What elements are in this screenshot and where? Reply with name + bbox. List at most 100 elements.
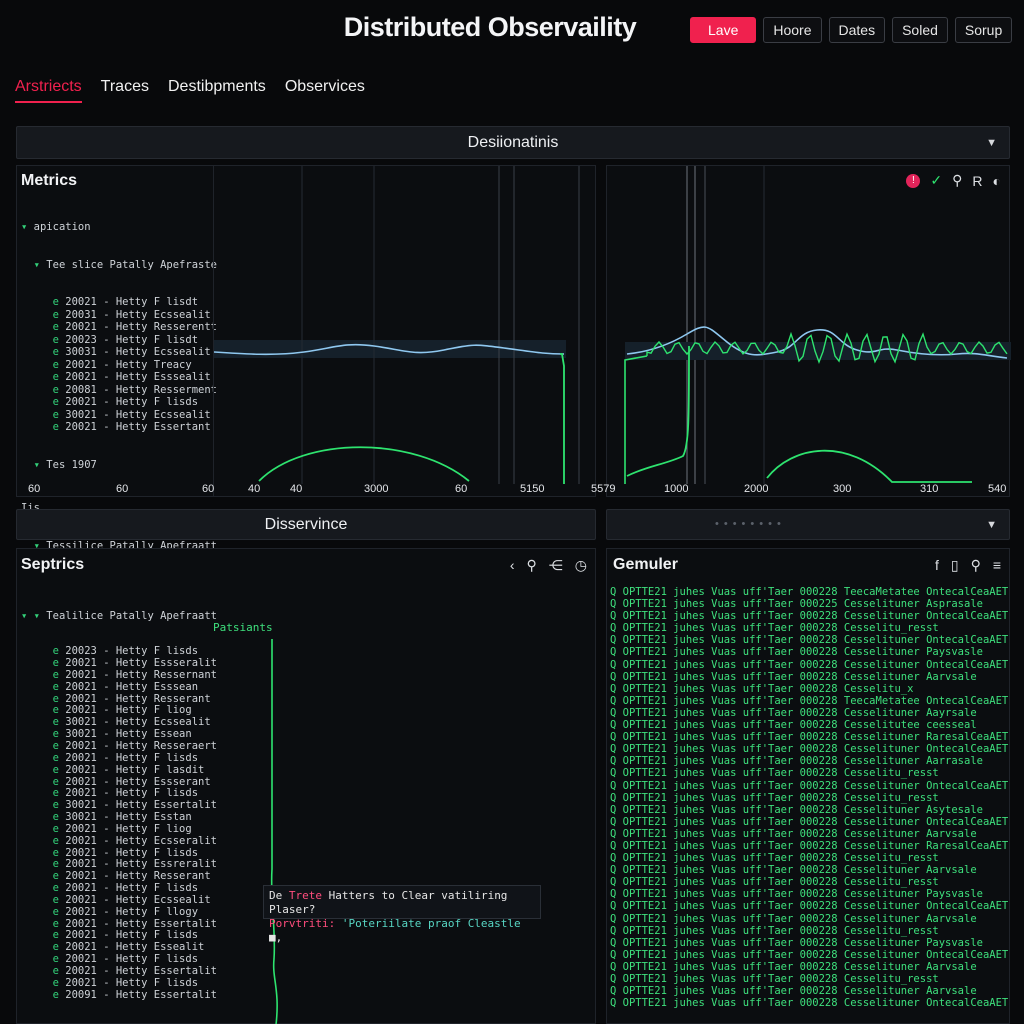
tree-item[interactable]: e 20023 - Hetty F lisds [21,645,199,658]
log-line[interactable]: Q OPTTE21 juhes Vuas uff'Taer 000228 Ces… [610,731,1008,744]
tab-destibpments[interactable]: Destibpments [167,78,266,95]
share-icon[interactable]: ⋲ [548,557,563,573]
log-line[interactable]: Q OPTTE21 juhes Vuas uff'Taer 000228 Ces… [610,658,1008,671]
tree-item[interactable]: ▾ Tes 1907 [21,458,97,471]
log-line[interactable]: Q OPTTE21 juhes Vuas uff'Taer 000228 Ces… [610,839,1008,852]
tree-item[interactable]: e 20021 - Hetty F lisds [21,929,199,942]
tab-arstriects[interactable]: Arstriects [15,78,82,103]
tree-item[interactable]: e 30021 - Hetty Ecssealit [21,408,211,421]
log-line[interactable]: Q OPTTE21 juhes Vuas uff'Taer 000228 Ces… [610,743,1008,756]
log-line[interactable]: Q OPTTE21 juhes Vuas uff'Taer 000228 Ces… [610,622,939,635]
tree-item[interactable]: e 20021 - Hetty Esssean [21,680,199,693]
dates-button[interactable]: Dates [828,17,886,43]
tree-item[interactable]: e 20021 - Hetty Resserant [21,870,211,883]
log-line[interactable]: Q OPTTE21 juhes Vuas uff'Taer 000228 Ces… [610,936,983,949]
tree-item[interactable]: e 20021 - Hetty Ressernant [21,668,217,681]
chevron-down-icon[interactable]: ▼ [986,519,997,531]
log-line[interactable]: Q OPTTE21 juhes Vuas uff'Taer 000228 Ces… [610,973,939,985]
settings-icon[interactable]: ◐ [992,172,1001,189]
log-line[interactable]: Q OPTTE21 juhes Vuas uff'Taer 000228 Ces… [610,670,977,683]
tree-item[interactable]: e 20021 - Hetty F liog [21,704,192,717]
log-line[interactable]: Q OPTTE21 juhes Vuas uff'Taer 000228 Ces… [610,924,939,937]
log-line[interactable]: Q OPTTE21 juhes Vuas uff'Taer 000228 Ces… [610,682,914,695]
tree-item[interactable]: e 20021 - Hetty Resseraert [21,739,217,752]
tree-item[interactable]: e 30021 - Hetty Essertalit [21,799,217,812]
hoore-button[interactable]: Hoore [763,17,822,43]
alert-icon[interactable]: ! [906,173,921,188]
section-bar-middle[interactable]: Disservince [16,509,596,540]
tree-item[interactable]: e 20081 - Hetty Resserment [21,383,217,396]
check-icon[interactable]: ✓ [930,172,943,188]
tree-item[interactable]: e 30021 - Hetty Ecssealit [21,716,211,729]
live-button[interactable]: Lave [690,17,757,43]
tree-item[interactable]: e 30031 - Hetty Ecssealit [21,346,211,358]
tree-item[interactable]: e 20021 - Hetty F lisds [21,846,199,859]
tree-item[interactable]: e 20021 - Hetty F lisdt [21,296,199,308]
section-bar-middle-right[interactable]: •••••••• ▼ [606,509,1010,540]
log-line[interactable]: Q OPTTE21 juhes Vuas uff'Taer 000228 Ces… [610,755,983,768]
log-line[interactable]: Q OPTTE21 juhes Vuas uff'Taer 000228 Ces… [610,852,939,865]
tree-item[interactable]: e 20021 - Hetty Essserant [21,775,211,788]
tree-item[interactable]: e 20023 - Hetty F lisdt [21,333,199,346]
log-line[interactable]: Q OPTTE21 juhes Vuas uff'Taer 000228 Tee… [610,694,1008,707]
log-line[interactable]: Q OPTTE21 juhes Vuas uff'Taer 000228 Tee… [610,586,1008,598]
tree-item[interactable]: e 20021 - Hetty F lisds [21,976,199,989]
soled-button[interactable]: Soled [892,17,948,43]
tree-item[interactable]: e 30021 - Hetty Esstan [21,811,192,824]
tree-item[interactable]: e 20021 - Hetty Ecsseralit [21,834,217,847]
search-icon[interactable]: ⚲ [526,557,537,573]
tree-item[interactable]: e 20021 - Hetty F lisds [21,751,199,764]
menu-icon[interactable]: ≡ [992,557,1001,573]
tree-item[interactable]: ▾ ▾ Tealilice Patally Apefraatt [21,609,217,622]
tree-item[interactable]: e 20021 - Hetty F llogy [21,905,199,918]
log-line[interactable]: Q OPTTE21 juhes Vuas uff'Taer 000228 Ces… [610,888,983,901]
log-line[interactable]: Q OPTTE21 juhes Vuas uff'Taer 000228 Ces… [610,997,1008,1010]
tree-item[interactable]: e 20021 - Hetty F lisds [21,953,199,966]
log-line[interactable]: Q OPTTE21 juhes Vuas uff'Taer 000228 Ces… [610,827,977,840]
log-line[interactable]: Q OPTTE21 juhes Vuas uff'Taer 000228 Ces… [610,900,1008,913]
clock-icon[interactable]: ◷ [574,557,587,573]
tree-item[interactable]: e 20021 - Hetty Treacy [21,358,192,371]
log-line[interactable]: Q OPTTE21 juhes Vuas uff'Taer 000228 Ces… [610,719,977,732]
log-line[interactable]: Q OPTTE21 juhes Vuas uff'Taer 000228 Ces… [610,815,1008,828]
log-line[interactable]: Q OPTTE21 juhes Vuas uff'Taer 000228 Ces… [610,706,977,719]
tree-item[interactable]: e 20021 - Hetty F lisds [21,882,199,895]
log-line[interactable]: Q OPTTE21 juhes Vuas uff'Taer 000228 Ces… [610,634,1008,647]
tree-group-header[interactable]: ▾ apication [21,221,91,233]
tree-item[interactable]: e 20021 - Hetty Essertalit [21,965,217,977]
tree-item[interactable]: e 20021 - Hetty Esssealit [21,371,211,383]
sorup-button[interactable]: Sorup [954,17,1013,43]
tree-item[interactable]: e 20021 - Hetty F liog [21,822,192,835]
tab-observices[interactable]: Observices [284,78,365,95]
tree-item[interactable]: e 20021 - Hetty Ecssealit [21,893,211,906]
section-bar-top[interactable]: Desiionatinis ▼ [16,126,1010,159]
filter-icon[interactable]: f [934,557,939,573]
search-icon[interactable]: ⚲ [952,172,963,188]
log-line[interactable]: Q OPTTE21 juhes Vuas uff'Taer 000228 Ces… [610,779,1008,792]
chevron-down-icon[interactable]: ▼ [986,137,997,149]
log-line[interactable]: Q OPTTE21 juhes Vuas uff'Taer 000228 Ces… [610,912,977,925]
tree-item[interactable]: e 20021 - Hetty Essertant [21,421,211,433]
log-line[interactable]: Q OPTTE21 juhes Vuas uff'Taer 000228 Ces… [610,876,939,889]
log-line[interactable]: Q OPTTE21 juhes Vuas uff'Taer 000228 Ces… [610,948,1008,961]
copy-icon[interactable]: ▯ [950,557,959,573]
log-line[interactable]: Q OPTTE21 juhes Vuas uff'Taer 000228 Ces… [610,646,983,659]
tree-item[interactable]: e 20021 - Hetty Resserant [21,692,211,705]
refresh-icon[interactable]: R [972,172,983,189]
tab-traces[interactable]: Traces [100,78,149,95]
log-line[interactable]: Q OPTTE21 juhes Vuas uff'Taer 000225 Ces… [610,598,983,611]
back-icon[interactable]: ‹ [509,557,515,573]
tree-item[interactable]: e 20021 - Hetty F lasdit [21,763,205,776]
log-line[interactable]: Q OPTTE21 juhes Vuas uff'Taer 000228 Ces… [610,767,939,780]
log-line[interactable]: Q OPTTE21 juhes Vuas uff'Taer 000228 Ces… [610,803,983,816]
tree-item[interactable]: e 20021 - Hetty Essealit [21,941,205,954]
tree-item[interactable]: e 20021 - Hetty Essertalit [21,917,217,930]
search-icon[interactable]: ⚲ [970,557,981,573]
log-line[interactable]: Q OPTTE21 juhes Vuas uff'Taer 000228 Ces… [610,985,977,998]
tree-item[interactable]: e 20031 - Hetty Ecssealit [21,308,211,321]
tree-item[interactable]: ▾ Tee slice Patally Apefraste [21,258,217,271]
log-line[interactable]: Q OPTTE21 juhes Vuas uff'Taer 000228 Ces… [610,864,977,877]
tree-item[interactable]: e 20021 - Hetty Essreralit [21,858,217,871]
log-line[interactable]: Q OPTTE21 juhes Vuas uff'Taer 000228 Ces… [610,960,977,973]
log-line[interactable]: Q OPTTE21 juhes Vuas uff'Taer 000228 Ces… [610,791,939,804]
